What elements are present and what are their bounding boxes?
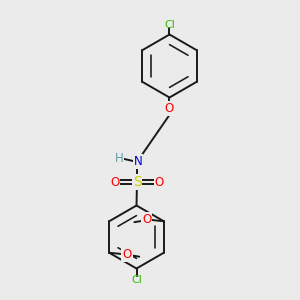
Text: O: O xyxy=(165,102,174,115)
Text: S: S xyxy=(133,175,141,189)
Text: Cl: Cl xyxy=(131,275,142,285)
Text: O: O xyxy=(122,248,132,261)
Text: O: O xyxy=(154,176,164,189)
Text: O: O xyxy=(110,176,119,189)
Text: Cl: Cl xyxy=(164,20,175,30)
Text: O: O xyxy=(142,213,151,226)
Text: H: H xyxy=(115,152,123,165)
Text: N: N xyxy=(134,155,142,168)
